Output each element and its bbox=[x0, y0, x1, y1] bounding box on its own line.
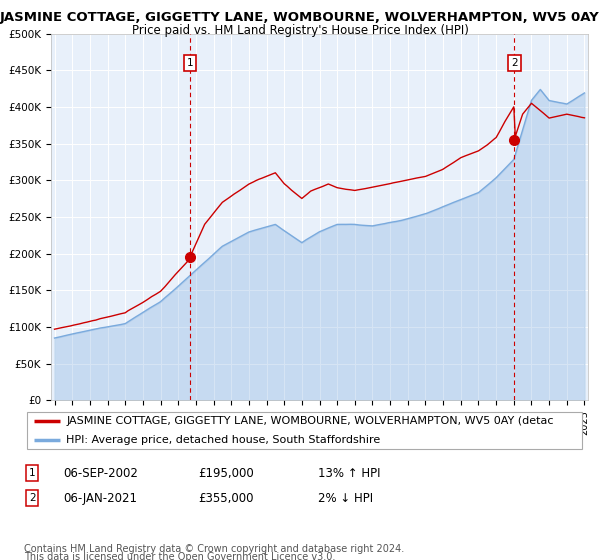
Text: £355,000: £355,000 bbox=[198, 492, 254, 505]
Text: 2: 2 bbox=[29, 493, 35, 503]
Text: 06-JAN-2021: 06-JAN-2021 bbox=[63, 492, 137, 505]
Text: 1: 1 bbox=[187, 58, 193, 68]
Text: 06-SEP-2002: 06-SEP-2002 bbox=[63, 466, 138, 480]
FancyBboxPatch shape bbox=[27, 412, 582, 449]
Text: £195,000: £195,000 bbox=[198, 466, 254, 480]
Text: JASMINE COTTAGE, GIGGETTY LANE, WOMBOURNE, WOLVERHAMPTON, WV5 0AY: JASMINE COTTAGE, GIGGETTY LANE, WOMBOURN… bbox=[0, 11, 600, 24]
Text: This data is licensed under the Open Government Licence v3.0.: This data is licensed under the Open Gov… bbox=[24, 552, 335, 560]
Text: JASMINE COTTAGE, GIGGETTY LANE, WOMBOURNE, WOLVERHAMPTON, WV5 0AY (detac: JASMINE COTTAGE, GIGGETTY LANE, WOMBOURN… bbox=[66, 417, 554, 426]
Text: Price paid vs. HM Land Registry's House Price Index (HPI): Price paid vs. HM Land Registry's House … bbox=[131, 24, 469, 36]
Text: 13% ↑ HPI: 13% ↑ HPI bbox=[318, 466, 380, 480]
Text: Contains HM Land Registry data © Crown copyright and database right 2024.: Contains HM Land Registry data © Crown c… bbox=[24, 544, 404, 554]
Text: 1: 1 bbox=[29, 468, 35, 478]
Text: HPI: Average price, detached house, South Staffordshire: HPI: Average price, detached house, Sout… bbox=[66, 435, 380, 445]
Text: 2% ↓ HPI: 2% ↓ HPI bbox=[318, 492, 373, 505]
Text: 2: 2 bbox=[511, 58, 517, 68]
